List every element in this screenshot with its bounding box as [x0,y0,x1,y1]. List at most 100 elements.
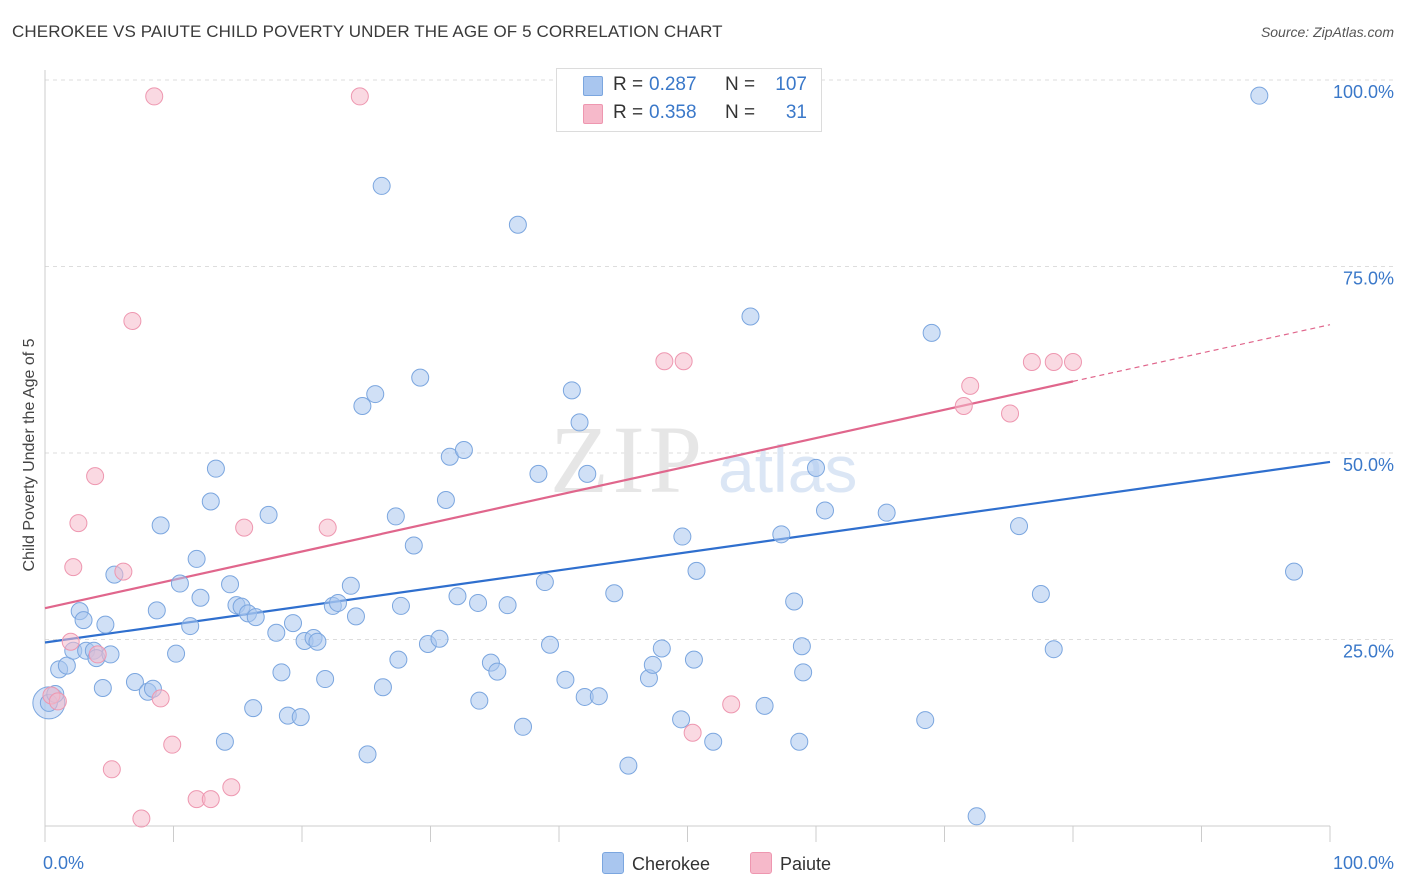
cherokee-point [147,601,166,620]
y-tick-label: 25.0% [1343,642,1394,662]
cherokee-point [807,458,825,477]
cherokee-point [755,696,774,715]
watermark-atlas: atlas [718,432,857,506]
cherokee-point [187,549,206,568]
paiute-point [222,778,241,797]
cherokee-point [514,717,533,736]
cherokee-point [436,490,455,509]
source-label: Source: ZipAtlas.com [1260,24,1394,40]
cherokee-point [181,617,200,636]
paiute-point [318,518,337,537]
cherokee-point [556,670,575,689]
cherokee-point [93,678,112,697]
cherokee-point [469,593,488,612]
cherokee-point [191,588,210,607]
paiute-point [235,518,254,537]
cherokee-n-label: N = [725,74,756,95]
cherokee-point [643,655,662,674]
paiute-point [69,514,88,533]
paiute-trend-extension [1072,324,1331,382]
cherokee-point [1044,640,1063,659]
cherokee-point [125,673,144,692]
cherokee-point [541,635,560,654]
cherokee-point [790,732,809,751]
cherokee-point [535,573,554,592]
cherokee-point [922,323,941,342]
paiute-legend-swatch [750,852,772,874]
cherokee-point [430,629,449,648]
paiute-n-label: N = [725,102,756,123]
cherokee-legend-swatch [602,852,624,874]
paiute-point [145,87,164,106]
grid-lines [45,79,1394,640]
paiute-point [163,735,182,754]
cherokee-point [246,608,265,627]
tick-labels: 25.0% 50.0% 75.0% 100.0% 0.0% 100.0% [43,82,1394,873]
paiute-legend-label: Paiute [780,854,832,874]
paiute-point [48,692,67,711]
cherokee-point [673,527,692,546]
paiute-point [961,376,980,395]
cherokee-point [96,615,115,634]
paiute-point [123,311,142,330]
cherokee-point [448,587,467,606]
cherokee-point [170,574,189,593]
cherokee-point [328,593,347,612]
cherokee-r-label: R = [613,74,644,95]
paiute-point [1001,404,1020,423]
cherokee-point [529,464,548,483]
paiute-point [954,397,973,416]
paiute-point [722,695,741,714]
paiute-point [132,809,151,828]
cherokee-r-value: 0.287 [649,74,697,95]
cherokee-point [619,756,638,775]
cherokee-point [366,385,385,404]
cherokee-point [916,711,935,730]
cherokee-point [578,464,597,483]
paiute-point [61,632,80,651]
paiute-point [86,467,105,486]
cherokee-point [167,644,186,663]
paiute-swatch [583,104,603,124]
cherokee-point [815,501,834,520]
cherokee-point [291,708,310,727]
paiute-point [655,352,674,371]
paiute-point [350,87,369,106]
cherokee-point [244,699,263,718]
cherokee-point [259,505,278,524]
paiute-point [201,790,220,809]
cherokee-point [672,710,691,729]
cherokee-point [498,596,517,615]
cherokee-point [570,413,589,432]
cherokee-point [687,561,706,580]
cherokee-point [151,516,170,535]
cherokee-point [404,536,423,555]
y-tick-label: 100.0% [1333,82,1394,102]
cherokee-legend-label: Cherokee [632,854,711,874]
paiute-n-value: 31 [785,102,807,123]
cherokee-point [652,639,671,658]
x-tick-label-max: 100.0% [1333,853,1394,873]
cherokee-point [316,670,335,689]
paiute-r-value: 0.358 [649,102,697,123]
paiute-point [1064,352,1082,371]
bottom-legend-paiute: Paiute [750,852,831,875]
cherokee-point [1250,86,1269,105]
paiute-point [88,645,107,664]
correlation-legend: R = 0.287 N = 107 R = 0.358 N = 31 [556,68,822,132]
cherokee-point [206,459,225,478]
cherokee-point [272,663,291,682]
cherokee-point [391,596,410,615]
cherokee-point [1285,562,1304,581]
cherokee-point [215,732,234,751]
cherokee-point [772,525,791,544]
cherokee-point [411,368,430,387]
paiute-r-label: R = [613,102,644,123]
y-axis-title: Child Poverty Under the Age of 5 [21,338,38,571]
cherokee-point [57,656,76,675]
chart-title: CHEROKEE VS PAIUTE CHILD POVERTY UNDER T… [12,22,723,41]
cherokee-point [74,611,93,630]
cherokee-point [562,381,581,400]
cherokee-point [684,650,703,669]
